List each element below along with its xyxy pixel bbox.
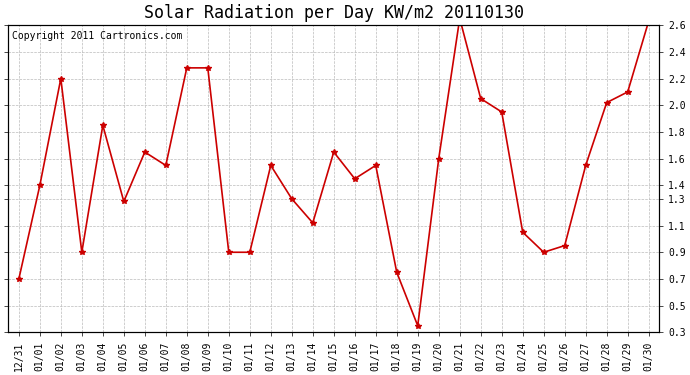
Title: Solar Radiation per Day KW/m2 20110130: Solar Radiation per Day KW/m2 20110130 xyxy=(144,4,524,22)
Text: Copyright 2011 Cartronics.com: Copyright 2011 Cartronics.com xyxy=(12,31,182,41)
